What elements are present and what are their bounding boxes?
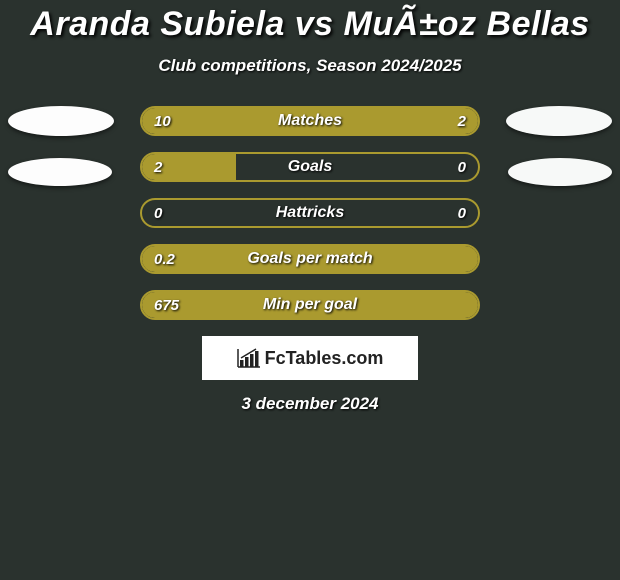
stat-bar: 102Matches <box>140 106 480 136</box>
player-left-marker <box>8 106 114 136</box>
stat-row: 102Matches <box>0 106 620 136</box>
player-right-marker <box>506 106 612 136</box>
date-text: 3 december 2024 <box>0 394 620 414</box>
stat-bar: 20Goals <box>140 152 480 182</box>
stat-label: Hattricks <box>142 200 478 226</box>
stat-bar: 00Hattricks <box>140 198 480 228</box>
stat-row: 0.2Goals per match <box>0 244 620 274</box>
stat-label: Min per goal <box>142 292 478 318</box>
logo-text: FcTables.com <box>265 348 384 369</box>
stat-label: Goals per match <box>142 246 478 272</box>
chart-icon <box>237 348 261 368</box>
page-subtitle: Club competitions, Season 2024/2025 <box>0 56 620 76</box>
stat-label: Matches <box>142 108 478 134</box>
player-left-marker <box>8 158 112 186</box>
stat-row: 00Hattricks <box>0 198 620 228</box>
stat-bar: 0.2Goals per match <box>140 244 480 274</box>
stat-bar: 675Min per goal <box>140 290 480 320</box>
infographic-root: Aranda Subiela vs MuÃ±oz Bellas Club com… <box>0 0 620 414</box>
stat-label: Goals <box>142 154 478 180</box>
page-title: Aranda Subiela vs MuÃ±oz Bellas <box>0 5 620 44</box>
player-right-marker <box>508 158 612 186</box>
stat-rows: 102Matches 20Goals 00Hattricks 0.2Goals per… <box>0 106 620 320</box>
logo-box: FcTables.com <box>202 336 418 380</box>
stat-row: 20Goals <box>0 152 620 182</box>
stat-row: 675Min per goal <box>0 290 620 320</box>
